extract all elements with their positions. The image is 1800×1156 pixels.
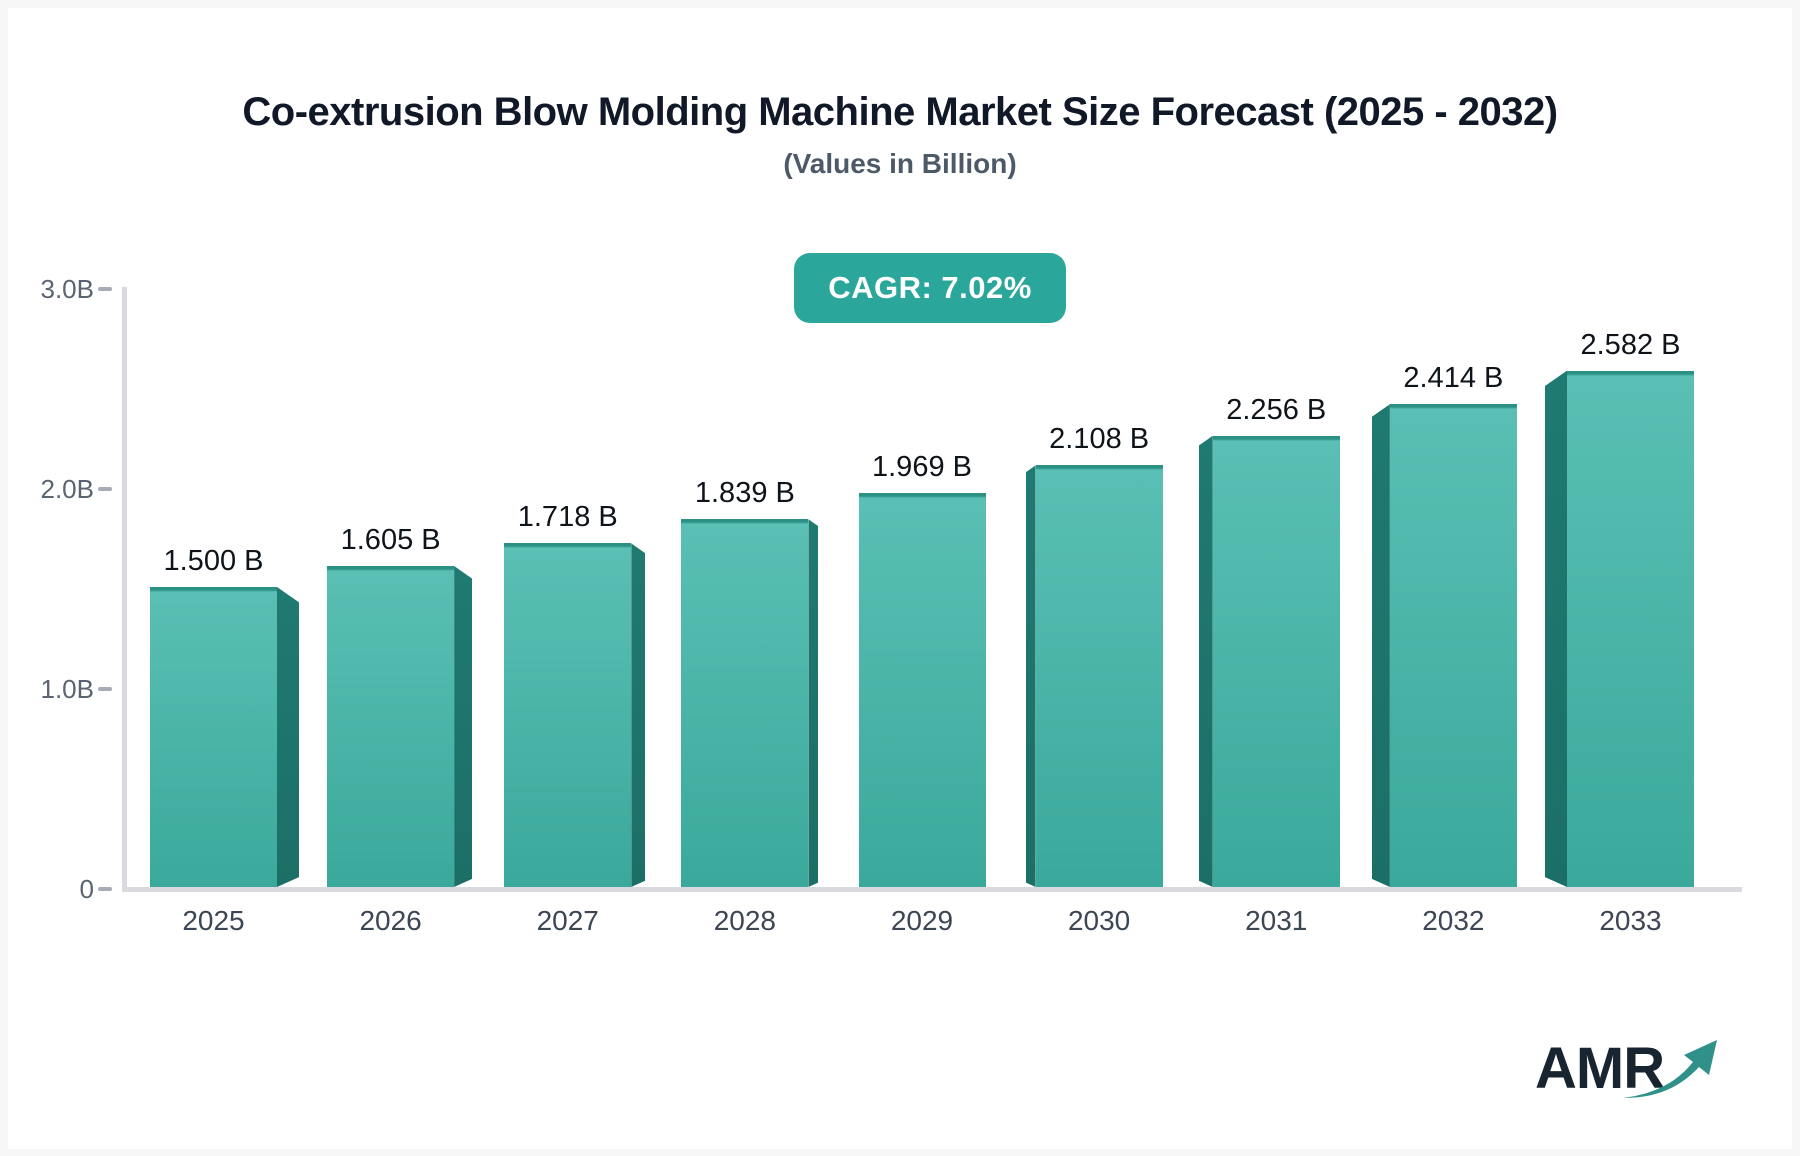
bar-side-face-2027 bbox=[631, 543, 646, 887]
bar-side-face-2031 bbox=[1198, 435, 1213, 887]
x-tick-label-2028: 2028 bbox=[713, 905, 777, 936]
bar-value-label-2033: 2.582 B bbox=[1580, 328, 1681, 361]
y-tick-label-1.0B: 1.0B bbox=[40, 674, 95, 704]
bar-value-label-2026: 1.605 B bbox=[340, 524, 441, 556]
bar-side-face-2025 bbox=[277, 587, 299, 887]
bar-2027 bbox=[504, 543, 632, 887]
cagr-badge: CAGR: 7.02% bbox=[794, 253, 1066, 323]
bar-side-face-2030 bbox=[1025, 465, 1036, 887]
y-tick-label-2.0B: 2.0B bbox=[40, 474, 95, 504]
x-tick-label-2032: 2032 bbox=[1422, 905, 1485, 936]
bar-2031 bbox=[1212, 435, 1340, 887]
chart-subtitle: (Values in Billion) bbox=[783, 148, 1017, 179]
bar-2033 bbox=[1567, 370, 1694, 887]
bar-value-label-2030: 2.108 B bbox=[1049, 423, 1150, 456]
bar-value-label-2029: 1.969 B bbox=[872, 451, 972, 484]
x-tick-label-2029: 2029 bbox=[890, 905, 954, 936]
bar-2028 bbox=[681, 519, 809, 887]
x-axis-line bbox=[122, 887, 1742, 892]
bar-side-face-2033 bbox=[1545, 370, 1567, 887]
y-axis-line bbox=[122, 287, 127, 890]
bar-2026 bbox=[327, 566, 455, 887]
bar-side-face-2026 bbox=[454, 566, 473, 887]
bar-2032 bbox=[1389, 404, 1517, 887]
bar-value-label-2025: 1.500 B bbox=[163, 545, 264, 577]
y-tick-mark-2.0B bbox=[98, 487, 112, 491]
y-tick-label-0: 0 bbox=[79, 874, 94, 904]
y-tick-mark-1.0B bbox=[98, 687, 112, 691]
chart-title: Co-extrusion Blow Molding Machine Market… bbox=[242, 90, 1558, 134]
x-tick-label-2030: 2030 bbox=[1067, 905, 1131, 936]
bar-2030 bbox=[1035, 465, 1163, 887]
y-tick-mark-0 bbox=[98, 887, 112, 891]
bar-value-label-2032: 2.414 B bbox=[1403, 362, 1504, 395]
bar-2029 bbox=[858, 493, 986, 887]
bar-side-face-2028 bbox=[808, 519, 819, 887]
growth-arrow-icon bbox=[1623, 1040, 1717, 1098]
bar-value-label-2031: 2.256 B bbox=[1226, 393, 1327, 426]
y-tick-mark-3.0B bbox=[98, 287, 112, 291]
x-tick-label-2026: 2026 bbox=[359, 905, 422, 936]
amr-logo: AMR bbox=[1535, 1038, 1745, 1128]
bar-value-label-2028: 1.839 B bbox=[694, 477, 795, 510]
y-tick-label-3.0B: 3.0B bbox=[40, 274, 95, 304]
x-tick-label-2033: 2033 bbox=[1599, 905, 1662, 936]
bar-value-label-2027: 1.718 B bbox=[517, 501, 618, 534]
bar-chart-plot-area: 0 1.0B 2.0B 3.0B 1.500 B 2025 1.605 B 2026 1.718… bbox=[8, 8, 1792, 1149]
x-tick-label-2027: 2027 bbox=[536, 905, 599, 936]
x-tick-label-2025: 2025 bbox=[182, 905, 245, 936]
bar-2025 bbox=[150, 587, 277, 887]
bar-side-face-2032 bbox=[1371, 404, 1390, 887]
chart-card: Co-extrusion Blow Molding Machine Market… bbox=[8, 8, 1792, 1149]
amr-logo-text: AMR bbox=[1535, 1036, 1665, 1101]
x-tick-label-2031: 2031 bbox=[1245, 905, 1308, 936]
